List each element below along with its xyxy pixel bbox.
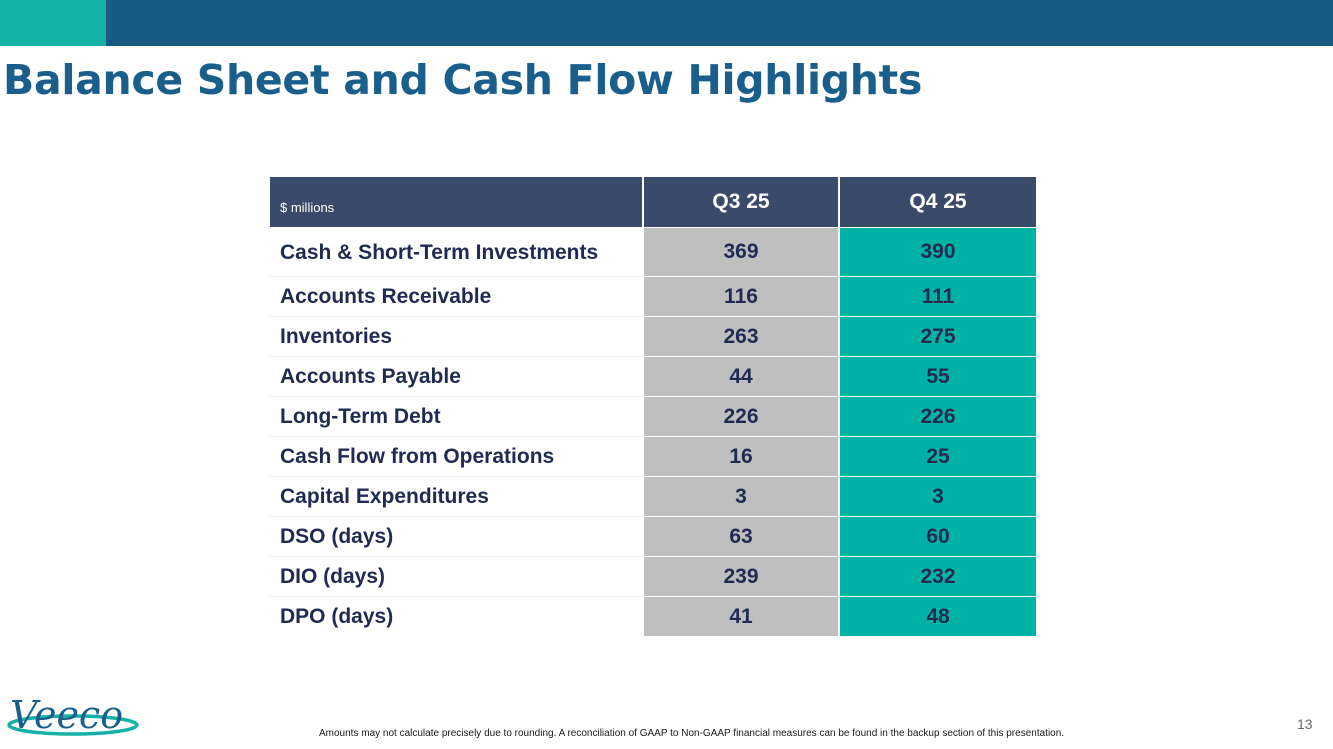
q4-value: 25: [838, 436, 1036, 477]
row-label: Inventories: [270, 316, 643, 357]
q4-value: 60: [838, 516, 1036, 557]
row-label: DIO (days): [270, 556, 643, 597]
balance-sheet-table: $ millions Q3 25 Q4 25 Cash & Short-Term…: [270, 177, 1036, 636]
q4-value: 275: [838, 316, 1036, 357]
q3-value: 16: [642, 436, 839, 477]
q4-value: 111: [838, 276, 1036, 317]
logo-wordmark: Veeco: [10, 693, 123, 737]
table-row: DPO (days) 41 48: [270, 596, 1036, 636]
q3-value: 226: [642, 396, 839, 437]
logo-swoosh-icon: [7, 714, 139, 736]
top-banner: [0, 0, 1333, 46]
table-row: Capital Expenditures 3 3: [270, 476, 1036, 517]
table-row: Cash & Short-Term Investments 369 390: [270, 227, 1036, 277]
q3-value: 239: [642, 556, 839, 597]
table-row: Cash Flow from Operations 16 25: [270, 436, 1036, 477]
q3-value: 44: [642, 356, 839, 397]
table-header-row: $ millions Q3 25 Q4 25: [270, 177, 1036, 228]
row-label: Capital Expenditures: [270, 476, 643, 517]
row-label: Long-Term Debt: [270, 396, 643, 437]
table-row: Long-Term Debt 226 226: [270, 396, 1036, 437]
veeco-logo: Veeco: [7, 693, 139, 737]
column-header-q4: Q4 25: [838, 177, 1036, 228]
q3-value: 369: [642, 227, 839, 277]
q4-value: 390: [838, 227, 1036, 277]
table-row: Accounts Payable 44 55: [270, 356, 1036, 397]
q4-value: 232: [838, 556, 1036, 597]
table-row: Inventories 263 275: [270, 316, 1036, 357]
column-header-q3: Q3 25: [642, 177, 839, 228]
row-label: DPO (days): [270, 596, 643, 636]
row-label: Cash Flow from Operations: [270, 436, 643, 477]
q3-value: 116: [642, 276, 839, 317]
q4-value: 55: [838, 356, 1036, 397]
table-row: DIO (days) 239 232: [270, 556, 1036, 597]
q3-value: 263: [642, 316, 839, 357]
top-banner-accent: [0, 0, 106, 46]
table-row: DSO (days) 63 60: [270, 516, 1036, 557]
q4-value: 48: [838, 596, 1036, 636]
footnote: Amounts may not calculate precisely due …: [319, 728, 1065, 739]
row-label: Accounts Receivable: [270, 276, 643, 317]
row-label: DSO (days): [270, 516, 643, 557]
q4-value: 3: [838, 476, 1036, 517]
row-label: Cash & Short-Term Investments: [270, 227, 643, 277]
q3-value: 63: [642, 516, 839, 557]
q3-value: 3: [642, 476, 839, 517]
q4-value: 226: [838, 396, 1036, 437]
table-row: Accounts Receivable 116 111: [270, 276, 1036, 317]
page-number: 13: [1297, 716, 1313, 732]
row-label: Accounts Payable: [270, 356, 643, 397]
q3-value: 41: [642, 596, 839, 636]
slide-title: Balance Sheet and Cash Flow Highlights: [3, 56, 923, 104]
unit-label: $ millions: [270, 177, 643, 228]
